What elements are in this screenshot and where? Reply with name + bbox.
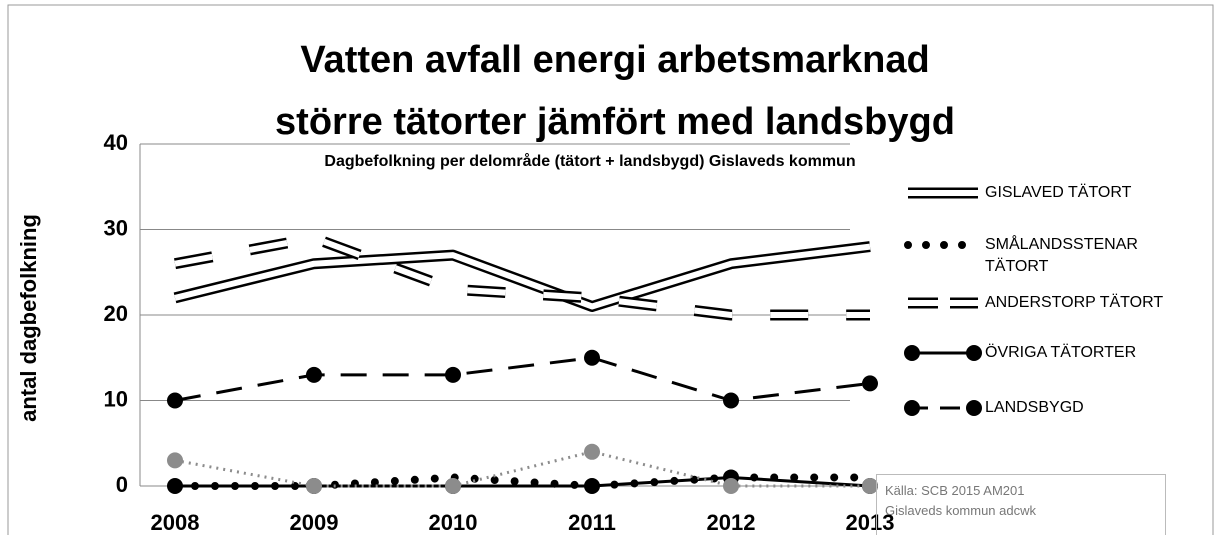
data-point	[167, 478, 183, 494]
series-line	[174, 450, 870, 488]
data-point	[584, 443, 600, 460]
x-tick-label: 2013	[846, 510, 895, 535]
legend-label: SMÅLANDSSTENAR TÄTORT	[985, 236, 1138, 275]
x-tick-label: 2008	[151, 510, 200, 535]
legend-label: ANDERSTORP TÄTORT	[985, 294, 1164, 311]
legend-label: GISLAVED TÄTORT	[985, 184, 1132, 201]
y-tick-label: 30	[104, 215, 128, 240]
y-tick-label: 20	[104, 301, 128, 326]
series-line	[175, 475, 871, 488]
y-tick-label: 0	[116, 472, 128, 497]
series-line	[174, 356, 871, 402]
data-point	[584, 349, 600, 366]
legend-marker	[966, 345, 982, 361]
data-point	[445, 478, 461, 494]
legend-marker	[904, 400, 920, 416]
data-point	[306, 478, 322, 494]
data-point	[862, 478, 878, 494]
legend-marker	[966, 400, 982, 416]
legend-label: ÖVRIGA TÄTORTER	[985, 344, 1137, 361]
chart-title: Vatten avfall energi arbetsmarknad	[300, 39, 929, 81]
data-point	[167, 392, 183, 409]
series-line	[174, 243, 871, 310]
data-point	[306, 366, 322, 383]
legend-marker	[904, 345, 920, 361]
source-text: Källa: SCB 2015 AM201	[885, 483, 1025, 498]
data-point	[862, 375, 878, 392]
chart-subtitle: Dagbefolkning per delområde (tätort + la…	[324, 152, 855, 170]
data-point	[723, 392, 739, 409]
legend-label: LANDSBYGD	[985, 399, 1084, 416]
data-point	[167, 452, 183, 469]
data-point	[584, 478, 600, 494]
chart-title: större tätorter jämfört med landsbygd	[275, 101, 955, 143]
source-box: Källa: SCB 2015 AM201 Gislaveds kommun a…	[876, 474, 1166, 535]
data-point	[445, 366, 461, 383]
x-tick-label: 2010	[429, 510, 478, 535]
x-tick-label: 2011	[568, 510, 616, 535]
data-point	[723, 478, 739, 494]
x-tick-label: 2009	[290, 510, 339, 535]
y-axis-label: antal dagbefolkning	[16, 214, 41, 422]
y-tick-label: 10	[104, 386, 128, 411]
x-tick-label: 2012	[707, 510, 756, 535]
y-tick-label: 40	[104, 130, 128, 155]
source-text: Gislaveds kommun adcwk	[885, 503, 1036, 518]
chart-border	[7, 4, 1214, 535]
series-line	[173, 241, 871, 312]
